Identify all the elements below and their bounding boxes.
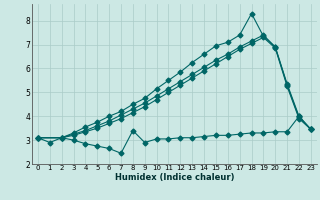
X-axis label: Humidex (Indice chaleur): Humidex (Indice chaleur) (115, 173, 234, 182)
